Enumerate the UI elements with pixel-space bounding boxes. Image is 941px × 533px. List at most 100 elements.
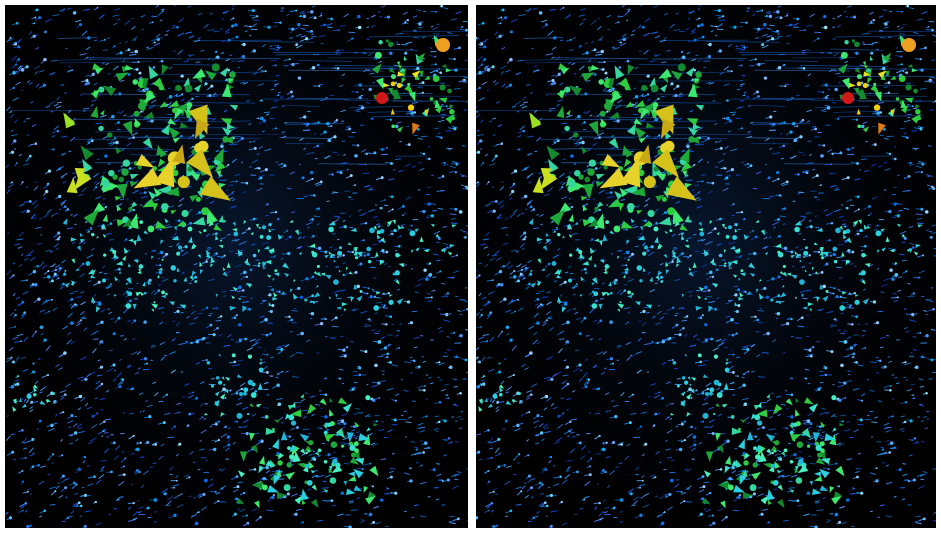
- vector-head: [348, 127, 352, 131]
- vector: [446, 335, 451, 338]
- vector: [100, 114, 107, 118]
- vector: [370, 14, 376, 18]
- vector: [728, 242, 735, 245]
- vector-head: [374, 363, 378, 368]
- sphere: [161, 202, 169, 211]
- vector: [266, 509, 274, 512]
- vector: [308, 16, 314, 19]
- vector: [250, 387, 255, 391]
- vector: [22, 368, 29, 372]
- vector-head: [301, 176, 305, 180]
- vector-head: [216, 55, 220, 59]
- vector: [340, 314, 344, 316]
- vector: [762, 508, 768, 511]
- vector: [401, 214, 405, 216]
- vector: [81, 486, 85, 489]
- vector: [170, 205, 174, 209]
- vector: [122, 412, 126, 414]
- cone: [148, 191, 157, 200]
- vector-head: [188, 117, 193, 122]
- vector-head: [180, 249, 184, 252]
- cone: [222, 271, 228, 277]
- cone: [133, 167, 162, 189]
- cone: [267, 247, 275, 253]
- sphere: [305, 463, 310, 469]
- vector: [179, 197, 185, 202]
- vector-head: [232, 136, 235, 140]
- vector: [40, 465, 46, 468]
- vector-head: [838, 520, 842, 524]
- vector: [289, 37, 293, 39]
- vector: [431, 26, 438, 31]
- vector-head: [157, 289, 161, 292]
- vector-head: [912, 394, 915, 397]
- vector: [467, 41, 468, 43]
- vector-head: [163, 492, 167, 496]
- vector: [289, 438, 295, 442]
- vector: [544, 376, 551, 380]
- vector: [507, 264, 513, 270]
- cone: [395, 279, 400, 285]
- vector-head: [301, 521, 304, 524]
- cone: [175, 102, 189, 116]
- vector: [276, 345, 280, 348]
- vector: [295, 33, 302, 37]
- vector-head: [153, 41, 156, 44]
- vector: [161, 278, 168, 283]
- vector: [450, 99, 456, 103]
- vector-head: [198, 211, 201, 215]
- vector: [557, 247, 561, 251]
- vector-head: [11, 450, 15, 454]
- vector: [144, 253, 147, 255]
- vector-head: [335, 118, 339, 122]
- vector: [338, 368, 344, 371]
- vector: [255, 338, 261, 343]
- cone: [215, 235, 219, 241]
- vector: [384, 492, 390, 495]
- vector-head: [375, 58, 378, 60]
- vector: [452, 378, 458, 381]
- sphere: [376, 230, 381, 235]
- sphere: [217, 380, 223, 385]
- vector: [99, 175, 105, 179]
- vector: [203, 417, 207, 421]
- vector-head: [58, 194, 62, 198]
- vector: [453, 87, 461, 90]
- vector: [23, 336, 29, 342]
- sphere: [329, 421, 335, 427]
- vector: [311, 475, 315, 479]
- vector: [302, 195, 309, 198]
- vector: [854, 343, 858, 346]
- vector: [663, 12, 669, 16]
- vector: [209, 425, 213, 428]
- vector: [756, 354, 761, 358]
- streak: [830, 48, 884, 51]
- cone: [176, 267, 180, 272]
- vector: [68, 150, 72, 153]
- cone: [401, 224, 405, 230]
- vector: [12, 293, 16, 297]
- vector-head: [95, 185, 98, 189]
- vector-head: [229, 389, 232, 392]
- vector: [388, 178, 395, 181]
- vector: [448, 171, 453, 174]
- vector: [199, 402, 205, 407]
- cone: [363, 485, 369, 493]
- vector-head: [889, 268, 893, 272]
- vector: [880, 336, 886, 340]
- vector: [95, 384, 101, 390]
- sphere: [172, 169, 179, 177]
- sphere: [304, 298, 308, 302]
- vector: [227, 440, 230, 443]
- vector: [291, 493, 298, 497]
- vector: [426, 292, 432, 295]
- cone: [232, 286, 238, 292]
- vector: [231, 59, 236, 63]
- vector-head: [833, 287, 836, 290]
- cone: [251, 481, 263, 490]
- vector: [80, 291, 85, 294]
- sphere: [26, 393, 32, 399]
- vector: [476, 113, 481, 119]
- vector: [332, 66, 337, 69]
- vector: [144, 399, 149, 403]
